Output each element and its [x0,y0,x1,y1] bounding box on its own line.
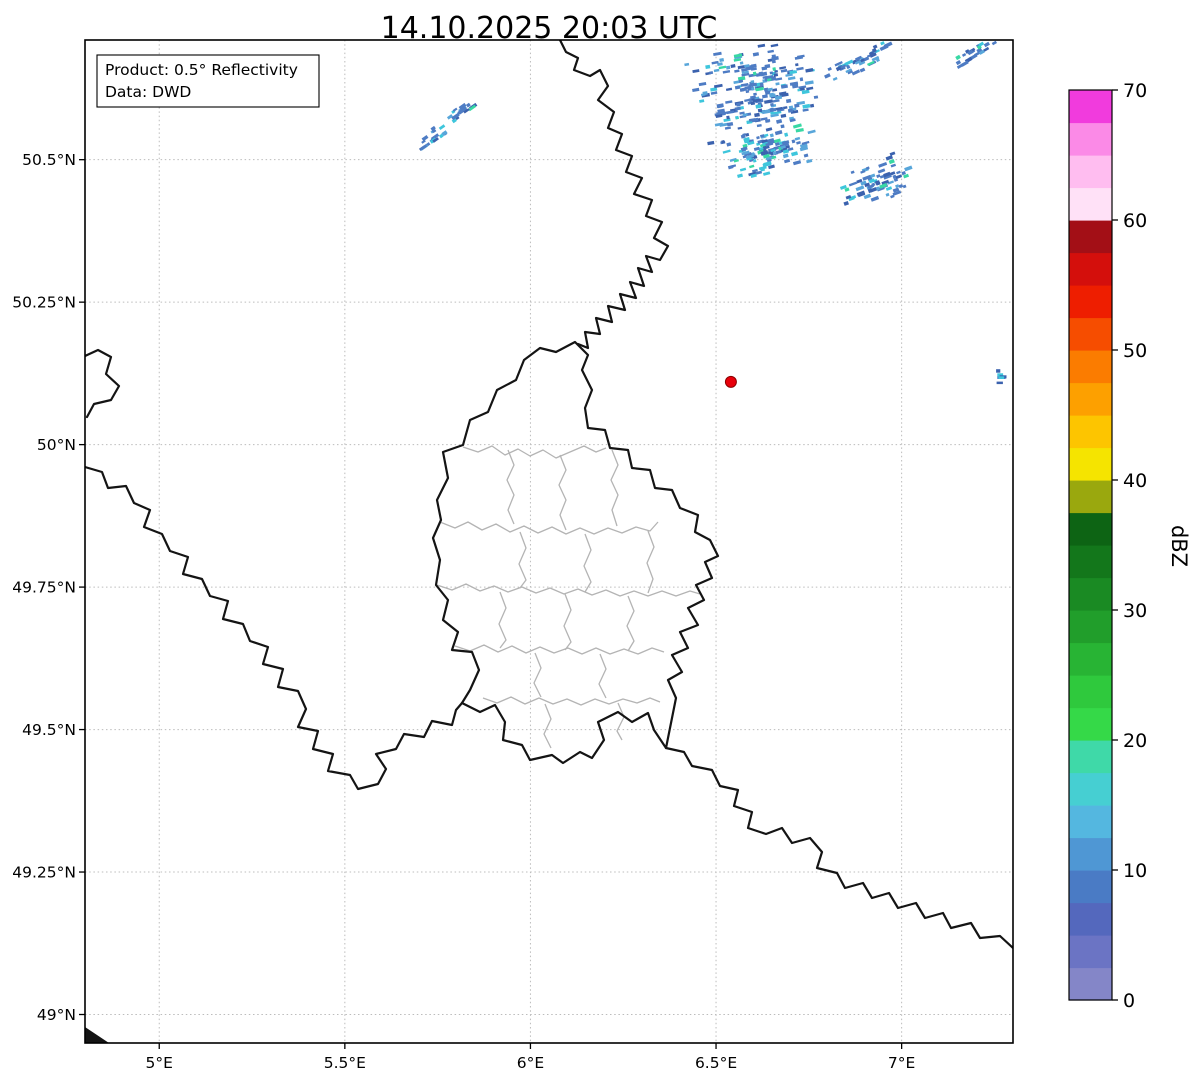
colorbar-band [1069,805,1112,839]
colorbar: 0 10 20 30 40 50 60 70 dBZ [1068,80,1191,1012]
y-tick-label: 49°N [37,1006,76,1024]
colorbar-band [1069,317,1112,351]
colorbar-band [1069,610,1112,644]
colorbar-band [1069,837,1112,871]
colorbar-bands [1069,90,1112,1001]
echo-cluster [418,124,448,151]
colorbar-band [1069,935,1112,969]
x-tick-label: 6°E [517,1054,544,1072]
echo-cluster [824,41,893,81]
colorbar-tick-label: 40 [1123,470,1147,492]
colorbar-band [1069,772,1112,806]
y-tick-label: 49.25°N [12,864,76,882]
colorbar-tick-label: 60 [1123,210,1147,232]
colorbar-tick-label: 70 [1123,80,1147,102]
colorbar-band [1069,415,1112,449]
colorbar-band [1069,902,1112,936]
x-tick-label: 5°E [146,1054,173,1072]
y-tick-label: 50°N [37,436,76,454]
y-tick-label: 50.5°N [22,151,76,169]
colorbar-band [1069,642,1112,676]
data-source-line: Data: DWD [105,83,191,101]
echo-cluster [721,118,816,178]
admin-borders [436,445,701,749]
info-box: Product: 0.5° Reflectivity Data: DWD [96,54,320,108]
colorbar-band [1069,220,1112,254]
y-tick-label: 50.25°N [12,294,76,312]
colorbar-band [1069,90,1112,124]
echo-cluster [955,40,998,69]
colorbar-band [1069,480,1112,514]
colorbar-band [1069,252,1112,286]
y-tick-label: 49.75°N [12,579,76,597]
colorbar-band [1069,870,1112,904]
x-tick-label: 7°E [888,1054,915,1072]
colorbar-band [1069,967,1112,1001]
colorbar-band [1069,285,1112,319]
colorbar-band [1069,707,1112,741]
colorbar-band [1069,155,1112,189]
corner-border-wedge [85,1027,109,1043]
grid-lines [85,40,1013,1043]
x-tick-label: 6.5°E [695,1054,737,1072]
country-borders [85,40,1013,1043]
colorbar-band [1069,187,1112,221]
radar-site-marker [724,375,737,388]
colorbar-tick-label: 10 [1123,860,1147,882]
colorbar-band [1069,577,1112,611]
colorbar-band [1069,545,1112,579]
colorbar-tick-label: 50 [1123,340,1147,362]
echo-cluster [996,369,1007,385]
colorbar-band [1069,675,1112,709]
y-tick-label: 49.5°N [22,721,76,739]
radar-echoes [418,40,1007,385]
x-axis-labels: 5°E 5.5°E 6°E 6.5°E 7°E [146,1054,916,1072]
colorbar-band [1069,350,1112,384]
colorbar-band [1069,740,1112,774]
plot-frame [84,39,1014,1044]
info-box-background [96,54,320,108]
colorbar-frame [1068,89,1113,1001]
colorbar-tick-label: 30 [1123,600,1147,622]
colorbar-tick-label: 0 [1123,990,1135,1012]
colorbar-ticks: 0 10 20 30 40 50 60 70 [1112,80,1147,1012]
echo-cluster [446,102,478,124]
y-axis-labels: 49°N 49.25°N 49.5°N 49.75°N 50°N 50.25°N 50.5°… [12,151,76,1024]
echo-cluster [839,151,913,206]
product-line: Product: 0.5° Reflectivity [105,61,298,79]
colorbar-band [1069,512,1112,546]
axis-ticks [79,159,903,1049]
colorbar-band [1069,122,1112,156]
echo-cluster [684,43,819,146]
colorbar-band [1069,382,1112,416]
x-tick-label: 5.5°E [324,1054,366,1072]
colorbar-tick-label: 20 [1123,730,1147,752]
colorbar-band [1069,447,1112,481]
colorbar-label: dBZ [1167,525,1191,567]
